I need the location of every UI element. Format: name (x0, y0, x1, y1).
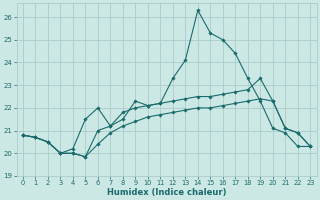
X-axis label: Humidex (Indice chaleur): Humidex (Indice chaleur) (107, 188, 226, 197)
